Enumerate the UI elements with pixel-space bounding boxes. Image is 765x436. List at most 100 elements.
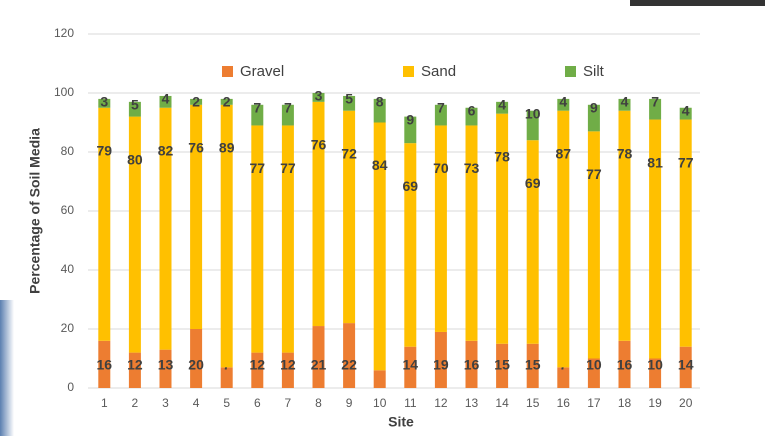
x-tick-label: 11 bbox=[404, 396, 417, 410]
legend-swatch bbox=[222, 66, 233, 77]
x-tick-label: 20 bbox=[679, 396, 693, 410]
data-label: 4 bbox=[498, 97, 506, 113]
data-label: 69 bbox=[403, 178, 419, 194]
data-label: 4 bbox=[559, 94, 567, 110]
data-label: 7 bbox=[253, 100, 261, 116]
x-tick-label: 16 bbox=[557, 396, 571, 410]
bar-segment bbox=[404, 143, 416, 347]
bar-segment bbox=[374, 370, 386, 388]
data-label: 77 bbox=[678, 154, 694, 170]
x-tick-label: 17 bbox=[587, 396, 601, 410]
data-label: 81 bbox=[647, 154, 663, 170]
data-label: 22 bbox=[341, 357, 357, 373]
data-label: 16 bbox=[97, 357, 113, 373]
data-label: 7 bbox=[284, 100, 292, 116]
data-label: 84 bbox=[372, 157, 388, 173]
data-label: 12 bbox=[250, 357, 266, 373]
y-tick-label: 20 bbox=[61, 321, 75, 335]
data-label: 13 bbox=[158, 357, 174, 373]
data-label: 21 bbox=[311, 357, 327, 373]
data-label: 6 bbox=[468, 102, 476, 118]
data-label: 16 bbox=[464, 357, 480, 373]
y-tick-label: 120 bbox=[54, 26, 74, 40]
data-label: 3 bbox=[100, 94, 108, 110]
legend-label: Gravel bbox=[240, 63, 284, 80]
legend-swatch bbox=[403, 66, 414, 77]
data-label: 76 bbox=[311, 137, 327, 153]
data-label: 79 bbox=[97, 142, 113, 158]
y-tick-label: 100 bbox=[54, 85, 74, 99]
slide-edge bbox=[0, 300, 14, 436]
x-tick-label: 14 bbox=[495, 396, 509, 410]
x-tick-label: 13 bbox=[465, 396, 479, 410]
data-label: 73 bbox=[464, 160, 480, 176]
data-label: 14 bbox=[403, 357, 419, 373]
x-tick-label: 18 bbox=[618, 396, 632, 410]
data-label: 10 bbox=[525, 105, 541, 121]
bar-segment bbox=[343, 111, 355, 323]
data-label: 4 bbox=[162, 91, 170, 107]
legend-label: Silt bbox=[583, 63, 605, 80]
y-tick-label: 0 bbox=[67, 380, 74, 394]
data-label: 5 bbox=[131, 97, 139, 113]
x-tick-label: 12 bbox=[434, 396, 448, 410]
data-label: 2 bbox=[192, 94, 200, 110]
data-label: 10 bbox=[647, 357, 663, 373]
x-tick-label: 10 bbox=[373, 396, 387, 410]
data-label: 77 bbox=[280, 160, 296, 176]
x-tick-label: 8 bbox=[315, 396, 322, 410]
data-label: 3 bbox=[315, 88, 323, 104]
y-axis-title: Percentage of Soil Media bbox=[27, 128, 43, 294]
bar-segment bbox=[190, 105, 202, 329]
x-tick-label: 7 bbox=[285, 396, 292, 410]
data-label: 16 bbox=[617, 357, 633, 373]
data-label: 72 bbox=[341, 145, 357, 161]
data-label: 4 bbox=[682, 102, 690, 118]
data-label: 87 bbox=[556, 145, 572, 161]
data-label: 82 bbox=[158, 142, 174, 158]
data-label: 15 bbox=[525, 357, 541, 373]
data-label: 15 bbox=[494, 357, 510, 373]
y-tick-label: 80 bbox=[61, 144, 75, 158]
bar-segment bbox=[313, 102, 325, 326]
data-label: 89 bbox=[219, 140, 235, 156]
data-label: 7 bbox=[651, 94, 659, 110]
x-tick-label: 5 bbox=[223, 396, 230, 410]
bar-segment bbox=[343, 323, 355, 388]
bar-segment bbox=[435, 125, 447, 332]
data-label: 7 bbox=[437, 100, 445, 116]
y-tick-label: 40 bbox=[61, 262, 75, 276]
data-label: 10 bbox=[586, 357, 602, 373]
x-tick-label: 6 bbox=[254, 396, 261, 410]
data-label: 78 bbox=[617, 145, 633, 161]
data-label: 78 bbox=[494, 148, 510, 164]
y-tick-label: 60 bbox=[61, 203, 75, 217]
legend-swatch bbox=[565, 66, 576, 77]
data-label: 9 bbox=[406, 111, 414, 127]
x-tick-label: 15 bbox=[526, 396, 540, 410]
data-label: 70 bbox=[433, 160, 449, 176]
x-axis-title: Site bbox=[388, 414, 414, 430]
data-label: 76 bbox=[188, 140, 204, 156]
x-tick-label: 3 bbox=[162, 396, 169, 410]
data-label: 80 bbox=[127, 151, 143, 167]
bar-segment bbox=[527, 140, 539, 344]
data-label: 9 bbox=[590, 100, 598, 116]
x-tick-label: 19 bbox=[648, 396, 662, 410]
data-label: 77 bbox=[250, 160, 266, 176]
x-tick-label: 2 bbox=[132, 396, 139, 410]
data-label: 2 bbox=[223, 94, 231, 110]
chart: Site Percentage of Soil Media 0 20 40 60 80 1… bbox=[0, 0, 765, 436]
corner-object bbox=[630, 0, 765, 6]
data-label: 14 bbox=[678, 357, 694, 373]
data-label: 12 bbox=[127, 357, 143, 373]
data-label: 19 bbox=[433, 357, 449, 373]
data-label: 20 bbox=[188, 357, 204, 373]
data-label: 5 bbox=[345, 91, 353, 107]
x-tick-label: 9 bbox=[346, 396, 353, 410]
data-label: 69 bbox=[525, 175, 541, 191]
data-label: 77 bbox=[586, 166, 602, 182]
x-tick-label: 1 bbox=[101, 396, 108, 410]
bar-segment bbox=[466, 125, 478, 340]
data-label: 12 bbox=[280, 357, 296, 373]
